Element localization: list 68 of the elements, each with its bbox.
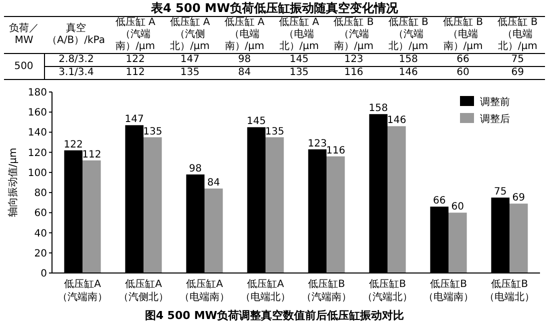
text: 145	[288, 54, 310, 66]
text: 158	[398, 54, 419, 66]
y-tick-label: 100	[28, 168, 47, 179]
x-tick-label: 低压缸A（电端北）	[240, 279, 290, 303]
text: 84	[237, 66, 252, 80]
text: 147	[179, 54, 200, 66]
text: 低压缸 B（电端北）/μm	[490, 16, 545, 54]
text: 98	[237, 54, 252, 66]
text: 116	[343, 66, 364, 80]
text: 低压缸 A（电端北）/μm	[272, 16, 326, 54]
x-tick-label: 低压缸B（汽端北）	[362, 279, 412, 303]
data-label: 123	[308, 138, 327, 150]
text: 低压缸 A（汽侧北）/μm	[162, 16, 218, 54]
text: 低压缸 B（汽端北）/μm	[381, 16, 436, 54]
x-tick-label: 低压缸B（汽端南）	[302, 279, 352, 303]
text: 低压缸 A（电端南）/μm	[217, 16, 272, 54]
data-label: 145	[246, 116, 266, 128]
y-tick-label: 120	[28, 148, 47, 159]
text: 122	[124, 54, 146, 66]
text: 66	[456, 54, 470, 66]
text: 500	[4, 54, 44, 80]
text: 123	[343, 54, 364, 66]
text: 负荷／MW	[4, 16, 44, 54]
y-tick-label: 60	[34, 208, 47, 220]
data-label: 75	[494, 186, 507, 198]
data-label: 69	[512, 192, 526, 204]
text: 真空（A/B）/kPa	[44, 16, 108, 54]
x-tick-label: 低压缸A（汽侧北）	[118, 279, 168, 303]
text: 112	[124, 66, 146, 80]
text: 146	[398, 66, 419, 80]
text: 60	[456, 66, 470, 80]
x-tick-label: 低压缸B（电端北）	[484, 279, 534, 303]
data-label: 112	[82, 149, 102, 160]
data-label: 147	[124, 114, 144, 126]
legend-label: 调整后	[480, 113, 510, 125]
y-tick-label: 80	[34, 188, 47, 200]
text: 表4 500 MW负荷低压缸振动随真空变化情况	[150, 0, 399, 16]
data-label: 135	[143, 126, 162, 138]
text: 低压缸 B（电端南）/μm	[436, 16, 490, 54]
text: 图4 500 MW负荷调整真空数值前后低压缸振动对比	[144, 309, 404, 322]
text: 2.8/3.2	[58, 54, 95, 66]
data-label: 122	[64, 139, 83, 150]
y-tick-label: 20	[34, 248, 47, 260]
text: 75	[510, 54, 526, 66]
y-tick-label: 40	[34, 228, 47, 240]
x-tick-label: 低压缸A（电端南）	[180, 279, 230, 303]
text: 低压缸 A（汽端南）/μm	[108, 16, 163, 54]
data-label: 135	[265, 126, 284, 138]
data-label: 116	[326, 145, 346, 156]
text: 3.1/3.4	[58, 66, 95, 80]
y-tick-label: 0	[40, 268, 47, 280]
text: 135	[288, 66, 310, 80]
y-axis-title: 轴向振动值/μm	[7, 148, 19, 218]
text: 69	[510, 66, 526, 80]
y-tick-label: 140	[28, 128, 47, 139]
data-label: 146	[387, 115, 406, 126]
text: 135	[179, 66, 200, 80]
data-label: 84	[207, 178, 220, 189]
data-label: 66	[432, 196, 446, 207]
data-label: 158	[368, 103, 388, 114]
x-tick-label: 低压缸B（电端南）	[424, 279, 474, 303]
data-label: 60	[451, 202, 464, 213]
legend-label: 调整前	[480, 96, 510, 108]
y-tick-label: 180	[28, 88, 47, 98]
y-tick-label: 160	[28, 108, 47, 119]
x-tick-label: 低压缸A（汽端南）	[58, 279, 108, 303]
text: 低压缸 B（汽端南）/μm	[326, 16, 382, 54]
data-label: 98	[188, 163, 202, 174]
